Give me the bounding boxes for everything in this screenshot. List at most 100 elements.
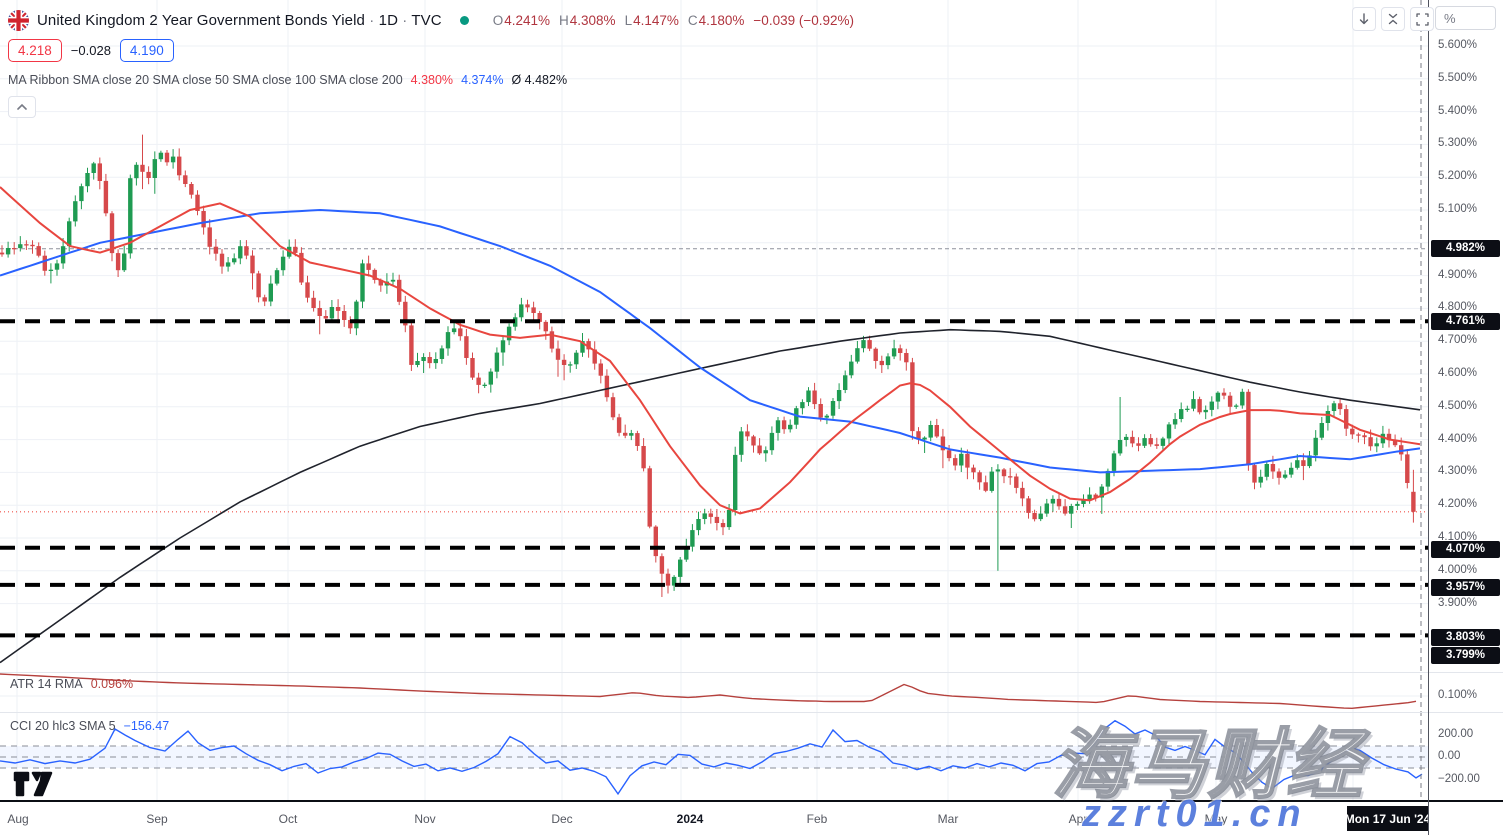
cci-legend[interactable]: CCI 20 hlc3 SMA 5 −156.47 [10, 719, 170, 733]
interval-value[interactable]: 1D [378, 11, 398, 29]
candle [867, 340, 872, 349]
candle [54, 263, 60, 270]
candle [103, 180, 109, 214]
candle [238, 246, 243, 259]
atr-tick: 0.100% [1438, 689, 1478, 701]
candle [378, 279, 383, 286]
candle [885, 356, 891, 366]
candle [177, 156, 182, 176]
candle [678, 559, 683, 577]
sma-100-line[interactable] [0, 208, 1421, 474]
maximize-pane-button[interactable] [1410, 7, 1434, 31]
candle [73, 201, 78, 222]
candle [1172, 419, 1178, 425]
candle [849, 361, 854, 376]
candle [1044, 503, 1049, 514]
collapse-panes-button[interactable] [1381, 7, 1405, 31]
candle [1331, 403, 1337, 411]
scroll-down-button[interactable] [1352, 7, 1376, 31]
collapse-legend-button[interactable] [8, 96, 36, 118]
candle [1038, 513, 1043, 520]
candle [769, 432, 775, 451]
candle [1289, 467, 1294, 475]
candle [427, 357, 432, 364]
candle [665, 573, 671, 586]
candle [1124, 436, 1129, 440]
cci-line[interactable] [0, 719, 1423, 796]
market-status-dot[interactable] [459, 15, 469, 25]
time-axis[interactable]: Mon 17 Jun '24 Aug Sep Oct Nov Dec 2024 Feb Mar… [0, 802, 1503, 835]
price-tick: 5.200% [1438, 170, 1478, 182]
price-tick: 5.600% [1438, 39, 1478, 51]
price-level-label: 4.070% [1431, 541, 1500, 558]
time-axis-label: Nov [414, 812, 436, 826]
candle [1026, 498, 1031, 513]
price-tick: 4.600% [1438, 367, 1478, 379]
candle [5, 248, 11, 255]
uk-flag-icon [8, 9, 29, 31]
candle [1032, 513, 1037, 520]
price-tick: 4.400% [1438, 433, 1478, 445]
candle [708, 513, 713, 517]
candle [1337, 403, 1343, 410]
candle [262, 297, 267, 302]
candle [195, 194, 200, 211]
pane-separator-main-atr[interactable] [0, 672, 1503, 673]
grid [0, 0, 1428, 800]
candle [830, 401, 836, 416]
symbol-title[interactable]: United Kingdom 2 Year Government Bonds Y… [37, 11, 442, 29]
candle [836, 390, 842, 402]
main-chart-canvas[interactable] [0, 0, 1428, 802]
price-axis[interactable]: % 5.600% 5.500% 5.400% 5.300% 5.200% 5.100% 4.… [1428, 0, 1503, 802]
ma-ribbon-legend[interactable]: MA Ribbon SMA close 20 SMA close 50 SMA … [8, 73, 568, 87]
candle [1282, 474, 1288, 478]
buy-price-button[interactable]: 4.190 [119, 39, 174, 62]
candle [1258, 476, 1263, 483]
candle [989, 471, 994, 491]
candle [1105, 470, 1111, 487]
candle [372, 269, 377, 280]
candle [684, 546, 689, 560]
candle [128, 178, 133, 254]
tradingview-logo[interactable] [13, 770, 55, 798]
sma-20-line[interactable] [0, 186, 1421, 515]
time-axis-label: Feb [806, 812, 828, 826]
candle [1295, 460, 1300, 468]
pane-separator-atr-cci[interactable] [0, 712, 1503, 713]
candle [329, 307, 335, 319]
candle [470, 358, 475, 378]
candle [311, 297, 316, 308]
horizontal-level-lines[interactable] [0, 319, 1428, 638]
candle [604, 375, 610, 398]
sma-200-line[interactable] [0, 328, 1421, 664]
candle [1374, 443, 1379, 447]
candle [409, 325, 414, 365]
time-axis-label: Dec [551, 812, 573, 826]
exchange-value: TVC [411, 11, 442, 29]
time-axis-label: Oct [278, 812, 298, 826]
candle [714, 516, 720, 523]
percent-scale-button[interactable]: % [1435, 6, 1496, 30]
candle [531, 307, 536, 313]
sell-price-button[interactable]: 4.218 [8, 39, 62, 62]
candle [757, 445, 762, 454]
candle [250, 255, 255, 274]
candle [12, 248, 17, 250]
candle [726, 510, 732, 528]
candle [348, 320, 353, 329]
candle [1307, 455, 1312, 467]
candle [959, 453, 964, 466]
candle [232, 258, 237, 263]
candle [971, 467, 976, 473]
candle [464, 336, 469, 358]
atr-line[interactable] [0, 673, 1417, 710]
candle [403, 301, 408, 326]
candle [1380, 433, 1386, 444]
price-level-label: 3.803% [1431, 629, 1500, 646]
time-axis-label: Aug [7, 812, 29, 826]
candle [702, 513, 707, 519]
candle [1142, 438, 1147, 446]
candle [0, 252, 5, 255]
atr-legend[interactable]: ATR 14 RMA 0.096% [10, 677, 134, 691]
